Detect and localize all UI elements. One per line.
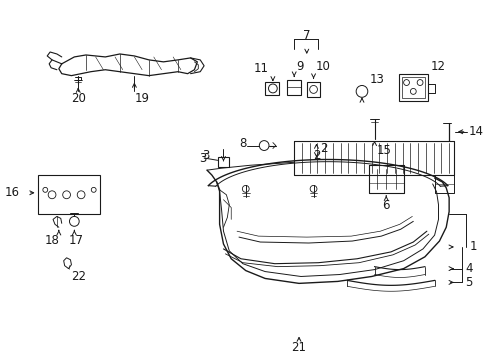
Text: 4: 4 <box>465 262 472 275</box>
Text: 3: 3 <box>198 152 205 165</box>
Text: 17: 17 <box>69 234 83 247</box>
Text: 9: 9 <box>296 60 303 73</box>
Text: 7: 7 <box>303 29 310 42</box>
Bar <box>287 80 300 95</box>
Text: 12: 12 <box>430 60 445 73</box>
Bar <box>38 175 100 215</box>
Text: 18: 18 <box>44 234 60 247</box>
Text: 10: 10 <box>315 60 330 73</box>
Text: 20: 20 <box>71 92 85 105</box>
Text: 14: 14 <box>468 125 483 138</box>
Bar <box>306 82 320 97</box>
Text: 1: 1 <box>468 240 476 253</box>
Text: 22: 22 <box>71 270 85 283</box>
Bar <box>401 77 424 98</box>
Text: 5: 5 <box>465 276 472 289</box>
Text: 3: 3 <box>202 149 209 162</box>
Bar <box>398 74 427 101</box>
Text: 6: 6 <box>382 199 389 212</box>
Text: 15: 15 <box>376 144 390 157</box>
Text: 2: 2 <box>320 142 327 155</box>
Text: 19: 19 <box>134 92 149 105</box>
Text: 2: 2 <box>312 149 320 162</box>
Bar <box>217 157 229 167</box>
Text: 11: 11 <box>253 62 268 75</box>
Bar <box>264 82 278 95</box>
Text: 8: 8 <box>239 137 246 150</box>
Text: 21: 21 <box>291 341 306 354</box>
Text: 16: 16 <box>5 186 20 199</box>
Text: 13: 13 <box>369 73 384 86</box>
